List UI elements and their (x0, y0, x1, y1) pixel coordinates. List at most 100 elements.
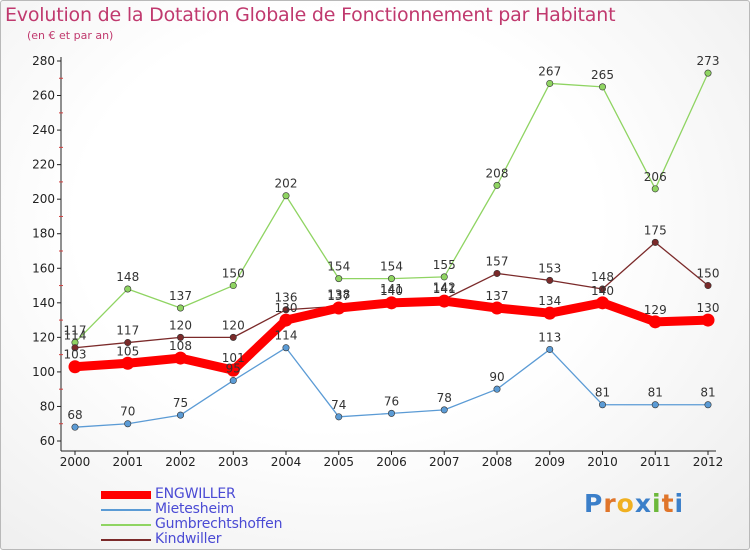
data-label: 114 (64, 329, 87, 343)
x-tick-label: 2008 (482, 455, 513, 469)
x-tick-label: 2001 (112, 455, 143, 469)
data-point (121, 356, 135, 370)
data-label: 95 (226, 362, 241, 376)
data-point (385, 296, 398, 310)
data-label: 136 (275, 291, 298, 305)
data-point (282, 306, 290, 314)
data-point (648, 315, 662, 329)
y-tick-label: 220 (32, 158, 55, 172)
y-tick-label: 180 (32, 227, 55, 241)
data-label: 175 (644, 223, 667, 237)
x-tick-label: 2012 (693, 455, 724, 469)
logo-letter: r (603, 489, 617, 518)
data-label: 103 (64, 348, 87, 362)
data-point (124, 285, 132, 293)
data-label: 81 (700, 386, 715, 400)
data-point (651, 401, 659, 409)
proxiti-logo: Proxiti (584, 489, 684, 518)
data-label: 154 (327, 260, 350, 274)
data-point (701, 313, 715, 327)
data-label: 120 (169, 318, 192, 332)
data-label: 137 (327, 289, 350, 303)
data-label: 114 (275, 329, 298, 343)
data-point (704, 282, 712, 290)
data-label: 68 (67, 408, 82, 422)
data-label: 140 (380, 284, 403, 298)
data-point (124, 339, 132, 347)
y-tick-label: 140 (32, 296, 55, 310)
x-tick-label: 2004 (271, 455, 302, 469)
data-point (596, 296, 609, 310)
data-point (440, 406, 448, 414)
logo-letter: i (652, 489, 662, 518)
x-tick-label: 2000 (60, 455, 91, 469)
data-point (282, 192, 290, 200)
data-label: 142 (433, 280, 456, 294)
data-label: 90 (489, 370, 504, 384)
legend-swatch (101, 539, 151, 541)
data-point (177, 304, 185, 312)
data-label: 120 (222, 318, 245, 332)
x-tick-label: 2006 (376, 455, 407, 469)
data-label: 137 (486, 289, 509, 303)
data-point (546, 79, 554, 87)
data-point (335, 275, 343, 283)
data-point (335, 413, 343, 421)
data-point (177, 333, 185, 341)
legend-swatch (101, 509, 151, 511)
x-tick-label: 2002 (165, 455, 196, 469)
data-point (332, 301, 346, 315)
y-tick-label: 260 (32, 89, 55, 103)
data-point (543, 306, 557, 320)
data-label: 157 (486, 254, 509, 268)
data-label: 137 (169, 289, 192, 303)
data-point (229, 377, 237, 385)
y-tick-label: 200 (32, 192, 55, 206)
data-label: 81 (648, 386, 663, 400)
logo-letter: t (661, 489, 675, 518)
y-tick-label: 280 (32, 54, 55, 68)
data-label: 140 (591, 284, 614, 298)
data-point (279, 313, 293, 327)
data-label: 129 (644, 303, 667, 317)
logo-letter: o (616, 489, 635, 518)
data-point (226, 363, 240, 377)
legend-swatch (101, 524, 151, 526)
data-point (598, 83, 606, 91)
data-label: 153 (538, 261, 561, 275)
data-point (546, 276, 554, 284)
data-point (71, 344, 79, 352)
x-tick-label: 2009 (534, 455, 565, 469)
data-point (71, 423, 79, 431)
data-label: 267 (538, 64, 561, 78)
data-label: 134 (538, 294, 561, 308)
data-point (598, 285, 606, 293)
data-point (651, 185, 659, 193)
data-point (493, 385, 501, 393)
x-tick-label: 2011 (640, 455, 671, 469)
logo-letter: P (584, 489, 604, 518)
data-point (282, 344, 290, 352)
data-label: 81 (595, 386, 610, 400)
data-label: 117 (116, 324, 139, 338)
data-label: 138 (327, 287, 350, 301)
y-tick-label: 160 (32, 261, 55, 275)
data-label: 265 (591, 68, 614, 82)
data-label: 108 (169, 339, 192, 353)
data-label: 130 (697, 301, 720, 315)
data-label: 70 (120, 405, 135, 419)
legend-label: Gumbrechtshoffen (155, 516, 283, 532)
data-label: 150 (697, 267, 720, 281)
data-point (704, 401, 712, 409)
data-label: 206 (644, 170, 667, 184)
data-point (229, 282, 237, 290)
data-label: 148 (591, 270, 614, 284)
y-tick-label: 240 (32, 123, 55, 137)
data-label: 148 (116, 270, 139, 284)
data-point (387, 409, 395, 417)
data-point (387, 275, 395, 283)
y-tick-label: 120 (32, 330, 55, 344)
data-label: 150 (222, 267, 245, 281)
data-point (598, 401, 606, 409)
